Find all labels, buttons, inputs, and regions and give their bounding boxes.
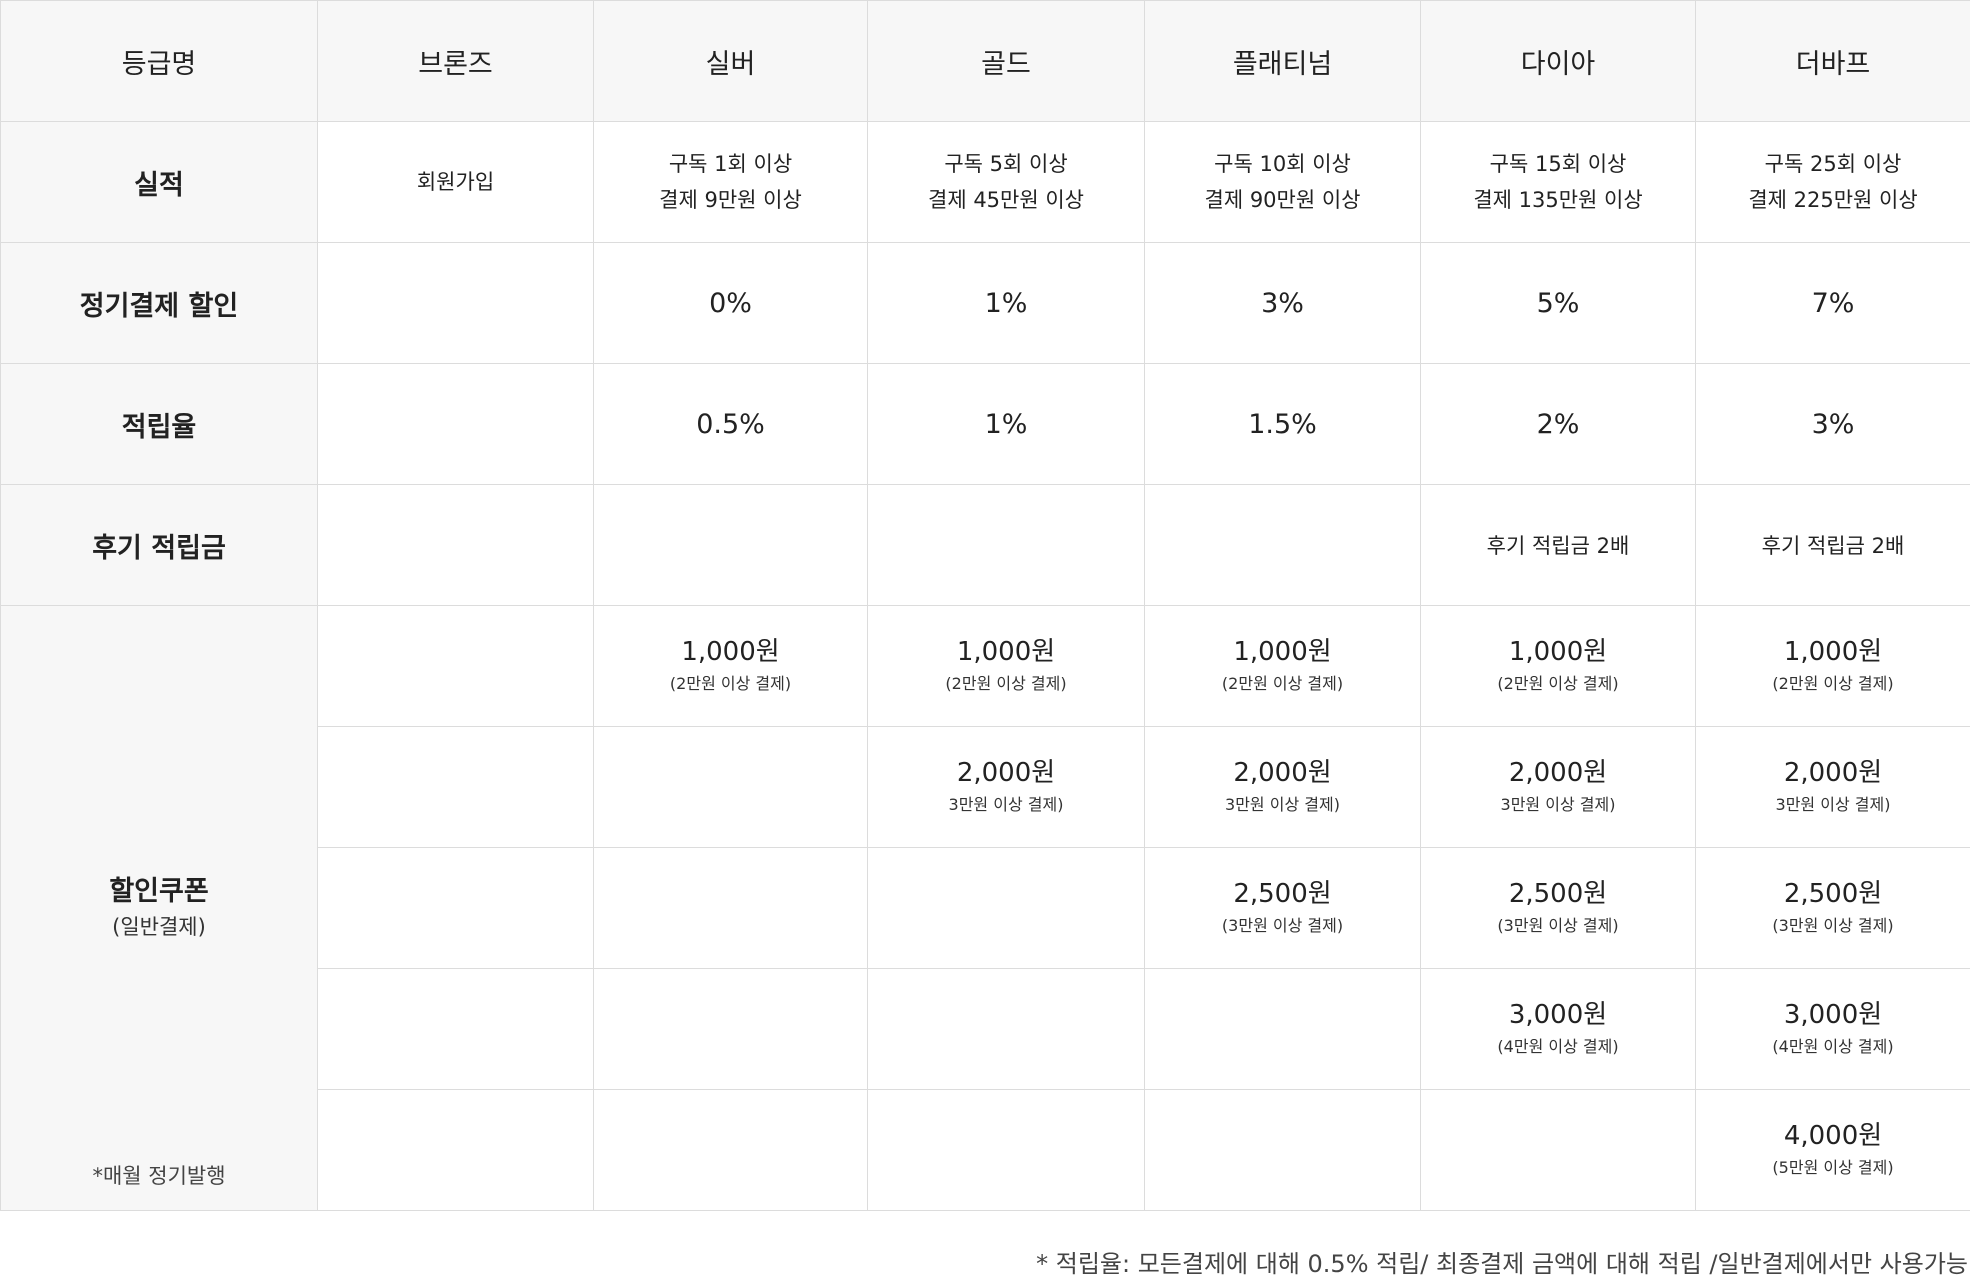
performance-cell: 구독 25회 이상 결제 225만원 이상 [1695,121,1970,243]
review-reward-cell [867,484,1145,606]
discount-cell: 1% [867,242,1145,364]
grade-silver: 실버 [593,0,868,122]
coupon-cell [317,847,594,969]
grade-bronze: 브론즈 [317,0,594,122]
coupon-cell [593,726,868,848]
coupon-cell: 3,000원 (4만원 이상 결제) [1420,968,1696,1090]
performance-label: 실적 [0,121,318,243]
coupon-row: 할인쿠폰 (일반결제) *매월 정기발행 1,000원 (2만원 이상 결제) 1… [0,605,1970,1211]
reward-rate-cell [317,363,594,485]
coupon-cell: 4,000원 (5만원 이상 결제) [1695,1089,1970,1211]
coupon-cell [1144,1089,1421,1211]
reward-rate-cell: 1% [867,363,1145,485]
coupon-cell: 1,000원 (2만원 이상 결제) [593,605,868,727]
coupon-cell [317,968,594,1090]
coupon-cell [867,968,1145,1090]
performance-row: 실적 회원가입 구독 1회 이상 결제 9만원 이상 구독 5회 이상 결제 45만… [0,121,1970,243]
coupon-cell [317,726,594,848]
membership-grade-table: 등급명 브론즈 실버 골드 플래티넘 다이아 더바프 실적 회원가입 구독 1회… [0,0,1970,1211]
reward-rate-cell: 0.5% [593,363,868,485]
performance-cell: 구독 5회 이상 결제 45만원 이상 [867,121,1145,243]
coupon-cell [593,968,868,1090]
coupon-cell: 2,500원 (3만원 이상 결제) [1420,847,1696,969]
coupon-row: 4,000원 (5만원 이상 결제) [1,1089,1970,1211]
reward-rate-cell: 1.5% [1144,363,1421,485]
review-reward-cell [1144,484,1421,606]
reward-footnote: * 적립율: 모든결제에 대해 0.5% 적립/ 최종결제 금액에 대해 적립 … [1036,1250,1968,1278]
performance-cell: 구독 1회 이상 결제 9만원 이상 [593,121,868,243]
coupon-cell: 1,000원 (2만원 이상 결제) [1420,605,1696,727]
subscription-discount-row: 정기결제 할인 0% 1% 3% 5% 7% [0,242,1970,364]
coupon-cell [593,1089,868,1211]
reward-rate-row: 적립율 0.5% 1% 1.5% 2% 3% [0,363,1970,485]
coupon-cell [593,847,868,969]
grade-thebap: 더바프 [1695,0,1970,122]
monthly-note: *매월 정기발행 [92,1164,226,1188]
coupon-cell: 2,500원 (3만원 이상 결제) [1695,847,1970,969]
performance-cell: 회원가입 [317,121,594,243]
coupon-cell: 1,000원 (2만원 이상 결제) [867,605,1145,727]
coupon-cell: 3,000원 (4만원 이상 결제) [1695,968,1970,1090]
performance-cell: 구독 10회 이상 결제 90만원 이상 [1144,121,1421,243]
grade-gold: 골드 [867,0,1145,122]
coupon-cell [317,605,594,727]
coupon-cell: 1,000원 (2만원 이상 결제) [1144,605,1421,727]
header-label: 등급명 [0,0,318,122]
coupon-cell [317,1089,594,1211]
coupon-label-cell: 할인쿠폰 (일반결제) *매월 정기발행 [0,605,318,1211]
coupon-row: 2,500원 (3만원 이상 결제) 2,500원 (3만원 이상 결제) 2,50… [1,847,1970,969]
review-reward-label: 후기 적립금 [0,484,318,606]
discount-cell: 3% [1144,242,1421,364]
coupon-cell [867,847,1145,969]
coupon-cell: 2,000원 3만원 이상 결제) [867,726,1145,848]
reward-rate-cell: 3% [1695,363,1970,485]
coupon-sublabel: (일반결제) [112,915,206,939]
review-reward-cell [593,484,868,606]
coupon-cell [867,1089,1145,1211]
coupon-cell [1420,1089,1696,1211]
review-reward-cell [317,484,594,606]
performance-cell: 구독 15회 이상 결제 135만원 이상 [1420,121,1696,243]
coupon-cell: 1,000원 (2만원 이상 결제) [1695,605,1970,727]
coupon-label: 할인쿠폰 [109,876,209,907]
review-reward-cell: 후기 적립금 2배 [1420,484,1696,606]
coupon-row: 2,000원 3만원 이상 결제) 2,000원 3만원 이상 결제) 2,000원… [1,726,1970,848]
coupon-cell: 2,000원 3만원 이상 결제) [1695,726,1970,848]
grade-platinum: 플래티넘 [1144,0,1421,122]
coupon-cell: 2,000원 3만원 이상 결제) [1420,726,1696,848]
subscription-discount-label: 정기결제 할인 [0,242,318,364]
discount-cell: 7% [1695,242,1970,364]
review-reward-cell: 후기 적립금 2배 [1695,484,1970,606]
discount-cell: 5% [1420,242,1696,364]
coupon-row: 3,000원 (4만원 이상 결제) 3,000원 (4만원 이상 결제) [1,968,1970,1090]
reward-rate-label: 적립율 [0,363,318,485]
reward-rate-cell: 2% [1420,363,1696,485]
header-row: 등급명 브론즈 실버 골드 플래티넘 다이아 더바프 [0,0,1970,122]
discount-cell: 0% [593,242,868,364]
review-reward-row: 후기 적립금 후기 적립금 2배 후기 적립금 2배 [0,484,1970,606]
discount-cell [317,242,594,364]
coupon-cell: 2,000원 3만원 이상 결제) [1144,726,1421,848]
grade-diamond: 다이아 [1420,0,1696,122]
coupon-cell [1144,968,1421,1090]
coupon-cell: 2,500원 (3만원 이상 결제) [1144,847,1421,969]
